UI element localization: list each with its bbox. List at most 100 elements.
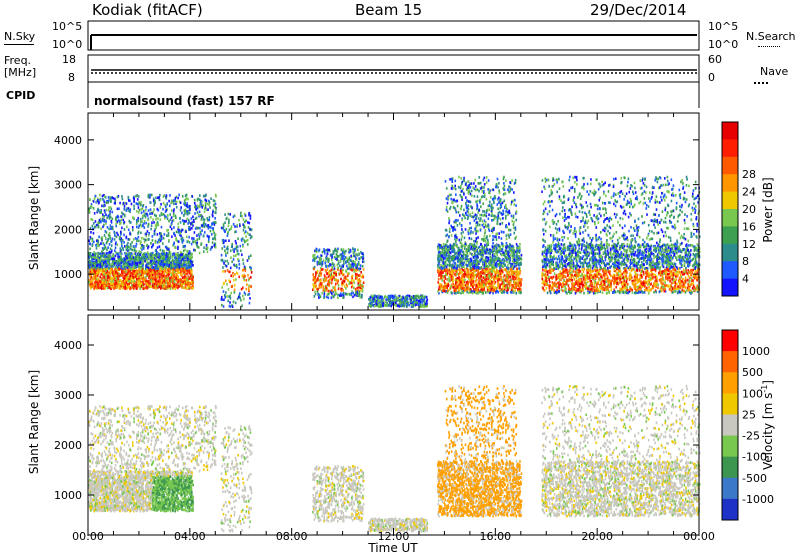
power-cell-2895 — [143, 212, 146, 215]
power-cell-2042 — [166, 259, 168, 263]
power-cell-4165 — [380, 303, 382, 307]
power-cell-3299 — [227, 224, 230, 228]
power-cell-3309 — [246, 231, 249, 235]
power-cell-1059 — [150, 266, 152, 270]
power-cell-3895 — [325, 256, 327, 260]
power-cell-2178 — [93, 282, 95, 286]
power-cell-4195 — [401, 298, 403, 301]
power-cell-1952 — [168, 258, 171, 262]
power-cell-2025 — [184, 260, 187, 264]
power-cell-1768 — [101, 251, 104, 255]
power-cell-3283 — [227, 288, 230, 291]
power-cell-1904 — [91, 264, 94, 267]
power-cell-2430 — [121, 246, 124, 250]
power-cell-144 — [157, 269, 160, 272]
power-cell-2798 — [165, 205, 167, 209]
power-cell-1425 — [135, 264, 138, 268]
power-cell-2610 — [175, 230, 178, 234]
power-cell-3149 — [242, 218, 245, 221]
power-cell-2970 — [137, 211, 140, 214]
power-cell-3773 — [355, 292, 358, 296]
power-cell-1783 — [183, 267, 186, 271]
nsky-tick-top: 10^5 — [52, 20, 83, 33]
power-cell-1857 — [159, 262, 161, 265]
power-cell-311 — [162, 258, 164, 262]
power-cell-2035 — [142, 255, 145, 259]
power-cell-2175 — [114, 261, 116, 265]
power-cell-1953 — [112, 279, 115, 283]
power-cell-2407 — [110, 244, 113, 247]
power-cell-2275 — [190, 217, 193, 220]
power-cell-3884 — [358, 279, 361, 282]
power-cell-2523 — [212, 237, 214, 241]
power-cell-182 — [188, 268, 191, 271]
power-cell-2003 — [94, 271, 96, 274]
power-cell-2327 — [122, 212, 124, 216]
power-cell-1849 — [187, 255, 190, 258]
power-cell-224 — [179, 268, 182, 271]
power-cell-1701 — [162, 263, 165, 266]
power-cell-2395 — [105, 213, 107, 217]
power-cell-2682 — [177, 222, 179, 226]
power-cell-1410 — [177, 285, 180, 288]
power-cell-2249 — [88, 207, 91, 211]
power-cell-2515 — [164, 203, 166, 207]
power-cell-2499 — [182, 222, 185, 226]
power-cell-1275 — [115, 286, 118, 289]
power-cell-2277 — [203, 246, 205, 250]
power-cell-2162 — [125, 273, 128, 277]
power-cell-3334 — [246, 243, 249, 246]
power-cell-2415 — [95, 246, 98, 250]
power-cell-1637 — [115, 266, 118, 269]
power-cell-2553 — [177, 226, 180, 229]
power-cell-2830 — [123, 213, 126, 217]
power-cell-2782 — [139, 217, 142, 221]
power-cell-1692 — [105, 259, 107, 263]
power-cell-2331 — [127, 207, 130, 210]
power-cell-1234 — [172, 281, 174, 285]
power-cell-889 — [99, 268, 102, 272]
power-cell-4196 — [413, 298, 415, 301]
power-cell-1315 — [165, 285, 168, 289]
power-cell-3291 — [249, 214, 252, 218]
power-cell-3706 — [315, 271, 317, 274]
power-cell-3008 — [109, 247, 112, 251]
power-cell-4477 — [506, 260, 508, 264]
power-cell-2993 — [133, 245, 135, 248]
power-cell-2272 — [185, 193, 188, 197]
power-cell-1876 — [116, 259, 118, 263]
power-cell-210 — [120, 255, 122, 259]
power-cell-1978 — [132, 272, 134, 276]
power-cell-3781 — [343, 276, 346, 280]
power-cell-1582 — [140, 277, 142, 280]
power-cell-3863 — [334, 293, 337, 296]
power-cell-1924 — [159, 252, 161, 256]
power-cell-937 — [165, 251, 168, 255]
power-cell-3789 — [351, 262, 353, 266]
power-cell-1688 — [187, 266, 189, 269]
power-cell-1519 — [94, 286, 97, 289]
power-cell-2147 — [138, 252, 140, 256]
power-cell-2609 — [181, 219, 184, 222]
power-cell-901 — [155, 255, 158, 258]
power-cell-1911 — [165, 277, 168, 281]
power-cell-1793 — [128, 258, 131, 261]
power-cell-1455 — [131, 264, 133, 267]
power-cell-2195 — [125, 251, 127, 255]
power-cell-2855 — [107, 196, 110, 199]
power-cell-2843 — [168, 250, 171, 253]
power-cell-3061 — [119, 221, 122, 225]
power-cell-2069 — [95, 274, 98, 277]
power-cell-2771 — [188, 241, 191, 244]
power-cell-2535 — [207, 226, 210, 230]
power-cell-1416 — [135, 286, 138, 290]
power-cell-594 — [154, 269, 157, 272]
power-cell-2211 — [214, 245, 216, 249]
power-cell-1652 — [146, 268, 148, 272]
power-cell-2725 — [166, 217, 169, 220]
power-cell-1859 — [118, 257, 120, 261]
power-cell-2799 — [211, 241, 214, 244]
power-cell-2078 — [120, 266, 123, 270]
power-cell-1326 — [156, 269, 159, 273]
power-cell-1988 — [110, 276, 112, 280]
